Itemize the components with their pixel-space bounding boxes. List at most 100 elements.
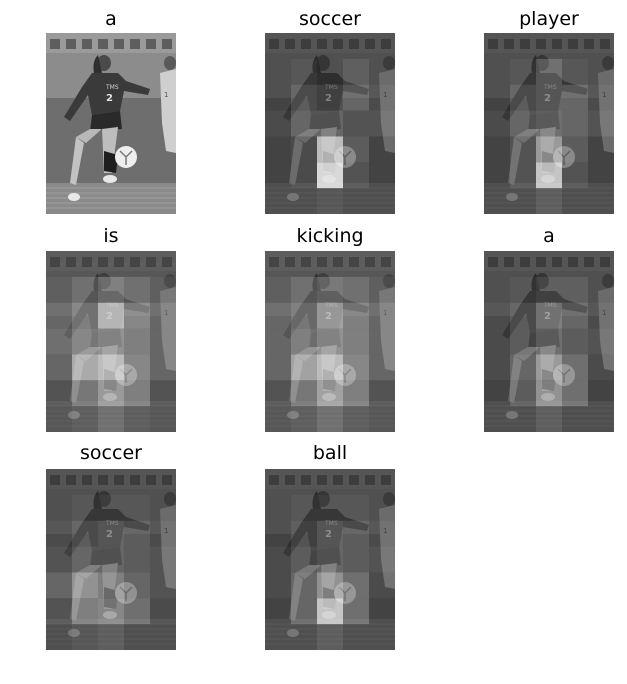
attention-cell bbox=[562, 110, 588, 137]
attention-cell bbox=[317, 84, 343, 111]
attention-cell bbox=[98, 572, 124, 599]
attention-cell bbox=[510, 276, 536, 303]
attention-cell bbox=[562, 251, 588, 277]
attention-cell bbox=[536, 276, 562, 303]
attention-cell bbox=[510, 110, 536, 137]
attention-cell bbox=[291, 84, 317, 111]
attention-cell bbox=[72, 406, 98, 432]
panel-word-label: a bbox=[543, 225, 555, 247]
attention-cell bbox=[536, 251, 562, 277]
attention-cell bbox=[536, 33, 562, 59]
attention-cell bbox=[72, 546, 98, 573]
attention-cell bbox=[291, 520, 317, 547]
attention-cell bbox=[124, 251, 150, 277]
attention-cell bbox=[317, 598, 343, 625]
svg-text:TMS: TMS bbox=[105, 84, 119, 91]
attention-cell bbox=[124, 572, 150, 599]
attention-cell bbox=[343, 328, 369, 355]
attention-cell bbox=[588, 276, 614, 303]
attention-cell bbox=[291, 546, 317, 573]
attention-cell bbox=[562, 328, 588, 355]
attention-cell bbox=[562, 406, 588, 432]
attention-cell bbox=[343, 84, 369, 111]
attention-cell bbox=[265, 162, 291, 189]
attention-cell bbox=[150, 328, 176, 355]
attention-cell bbox=[265, 624, 291, 650]
attention-cell bbox=[291, 354, 317, 381]
attention-cell bbox=[98, 598, 124, 625]
attention-cell bbox=[588, 188, 614, 214]
attention-cell bbox=[484, 110, 510, 137]
attention-cell bbox=[588, 58, 614, 85]
attention-cell bbox=[265, 302, 291, 329]
attention-cell bbox=[317, 251, 343, 277]
attention-cell bbox=[588, 84, 614, 111]
attention-cell bbox=[265, 572, 291, 599]
attention-cell bbox=[369, 58, 395, 85]
panel-word-label: a bbox=[105, 8, 117, 30]
attention-cell bbox=[72, 354, 98, 381]
attention-cell bbox=[562, 276, 588, 303]
attention-cell bbox=[265, 58, 291, 85]
attention-cell bbox=[46, 624, 72, 650]
attention-cell bbox=[46, 469, 72, 495]
attention-cell bbox=[343, 520, 369, 547]
attention-cell bbox=[510, 328, 536, 355]
attention-grid bbox=[484, 33, 614, 214]
attention-cell bbox=[291, 110, 317, 137]
attention-cell bbox=[369, 276, 395, 303]
attention-cell bbox=[265, 546, 291, 573]
attention-cell bbox=[72, 302, 98, 329]
attention-cell bbox=[265, 520, 291, 547]
attention-cell bbox=[265, 33, 291, 59]
attention-cell bbox=[510, 136, 536, 163]
attention-cell bbox=[150, 302, 176, 329]
attention-cell bbox=[150, 469, 176, 495]
attention-cell bbox=[369, 546, 395, 573]
attention-cell bbox=[510, 84, 536, 111]
attention-cell bbox=[46, 354, 72, 381]
attention-cell bbox=[150, 624, 176, 650]
attention-cell bbox=[562, 354, 588, 381]
attention-cell bbox=[317, 110, 343, 137]
attention-cell bbox=[536, 84, 562, 111]
attention-cell bbox=[510, 380, 536, 407]
attention-cell bbox=[484, 58, 510, 85]
attention-cell bbox=[265, 136, 291, 163]
attention-cell bbox=[536, 188, 562, 214]
attention-cell bbox=[150, 354, 176, 381]
attention-cell bbox=[484, 328, 510, 355]
attention-cell bbox=[588, 33, 614, 59]
attention-cell bbox=[343, 380, 369, 407]
attention-cell bbox=[317, 188, 343, 214]
attention-cell bbox=[562, 162, 588, 189]
attention-cell bbox=[369, 572, 395, 599]
attention-cell bbox=[343, 136, 369, 163]
attention-cell bbox=[343, 276, 369, 303]
attention-cell bbox=[124, 469, 150, 495]
attention-cell bbox=[265, 251, 291, 277]
attention-cell bbox=[536, 58, 562, 85]
attention-cell bbox=[369, 162, 395, 189]
attention-cell bbox=[369, 251, 395, 277]
attention-cell bbox=[369, 406, 395, 432]
attention-cell bbox=[46, 302, 72, 329]
attention-cell bbox=[317, 469, 343, 495]
attention-cell bbox=[150, 598, 176, 625]
attention-cell bbox=[588, 406, 614, 432]
attention-cell bbox=[72, 469, 98, 495]
panel-word-label: kicking bbox=[296, 225, 364, 247]
attention-cell bbox=[265, 354, 291, 381]
attention-cell bbox=[343, 572, 369, 599]
attention-cell bbox=[46, 572, 72, 599]
attention-cell bbox=[291, 494, 317, 521]
attention-cell bbox=[265, 469, 291, 495]
attention-cell bbox=[72, 624, 98, 650]
attention-cell bbox=[98, 302, 124, 329]
attention-cell bbox=[343, 302, 369, 329]
attention-cell bbox=[150, 406, 176, 432]
attention-cell bbox=[484, 380, 510, 407]
attention-cell bbox=[98, 406, 124, 432]
